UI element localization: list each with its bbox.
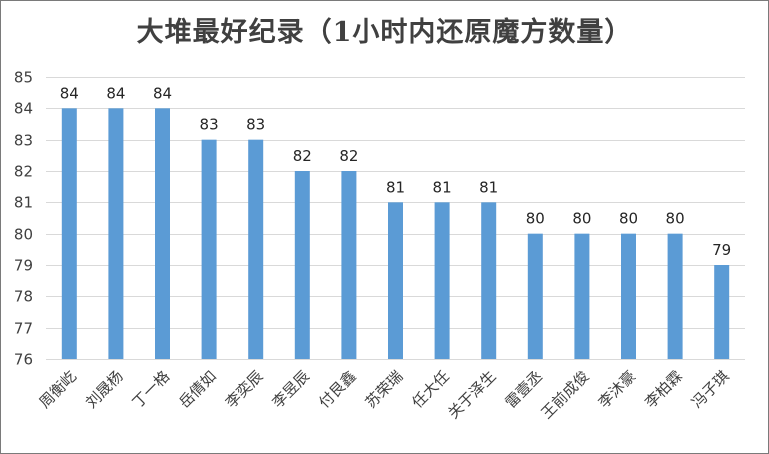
data-label: 80 [572, 210, 591, 228]
y-tick-label: 83 [14, 132, 33, 150]
category-label: 李沐豪 [595, 367, 640, 412]
bar [108, 108, 124, 359]
bar [388, 202, 403, 359]
data-label: 81 [433, 178, 452, 196]
category-label: 丁一格 [129, 367, 174, 412]
y-tick-label: 84 [14, 100, 33, 118]
y-tick-label: 79 [14, 257, 33, 275]
bar [481, 202, 497, 359]
data-label: 80 [619, 210, 638, 228]
y-tick-label: 82 [14, 163, 33, 181]
category-label: 苏荣瑞 [362, 367, 407, 412]
bar [574, 233, 590, 359]
data-label: 84 [60, 84, 79, 102]
bar [621, 233, 636, 359]
data-label: 84 [153, 84, 172, 102]
category-label: 王前成俊 [538, 367, 593, 422]
category-label: 刘晟杨 [82, 367, 127, 412]
data-label: 83 [200, 116, 219, 134]
data-label: 80 [526, 210, 545, 228]
data-label: 79 [712, 241, 731, 259]
chart-title: 大堆最好纪录（1小时内还原魔方数量） [136, 17, 633, 48]
y-tick-label: 78 [14, 288, 33, 306]
data-label: 84 [106, 84, 125, 102]
category-label: 李柏霖 [641, 367, 686, 412]
bar [527, 233, 543, 359]
category-label: 付艮鑫 [315, 367, 360, 412]
category-label: 关于泽生 [444, 367, 499, 422]
data-label: 83 [246, 116, 265, 134]
category-label: 任大任 [408, 367, 453, 412]
category-label: 冯子琪 [688, 367, 733, 412]
y-tick-label: 85 [14, 69, 33, 87]
bar [714, 265, 730, 359]
category-label: 雷壹丞 [502, 367, 547, 412]
data-label: 81 [479, 178, 498, 196]
category-label: 岳倩如 [175, 367, 220, 412]
data-label: 82 [293, 147, 312, 165]
y-tick-label: 77 [14, 320, 33, 338]
bar [667, 233, 683, 359]
data-label: 82 [339, 147, 358, 165]
data-label: 80 [666, 210, 685, 228]
y-tick-label: 80 [14, 226, 33, 244]
bar [294, 171, 310, 359]
y-tick-label: 81 [14, 194, 33, 212]
bar [155, 108, 170, 359]
category-label: 周衡屹 [36, 367, 81, 412]
category-label: 李昱辰 [269, 367, 314, 412]
bar [434, 202, 450, 359]
bar [61, 108, 77, 359]
bar [248, 139, 264, 359]
y-tick-label: 76 [14, 351, 33, 369]
bar [341, 171, 357, 359]
category-label: 李奕辰 [222, 367, 267, 412]
data-label: 81 [386, 178, 405, 196]
bar [201, 139, 217, 359]
